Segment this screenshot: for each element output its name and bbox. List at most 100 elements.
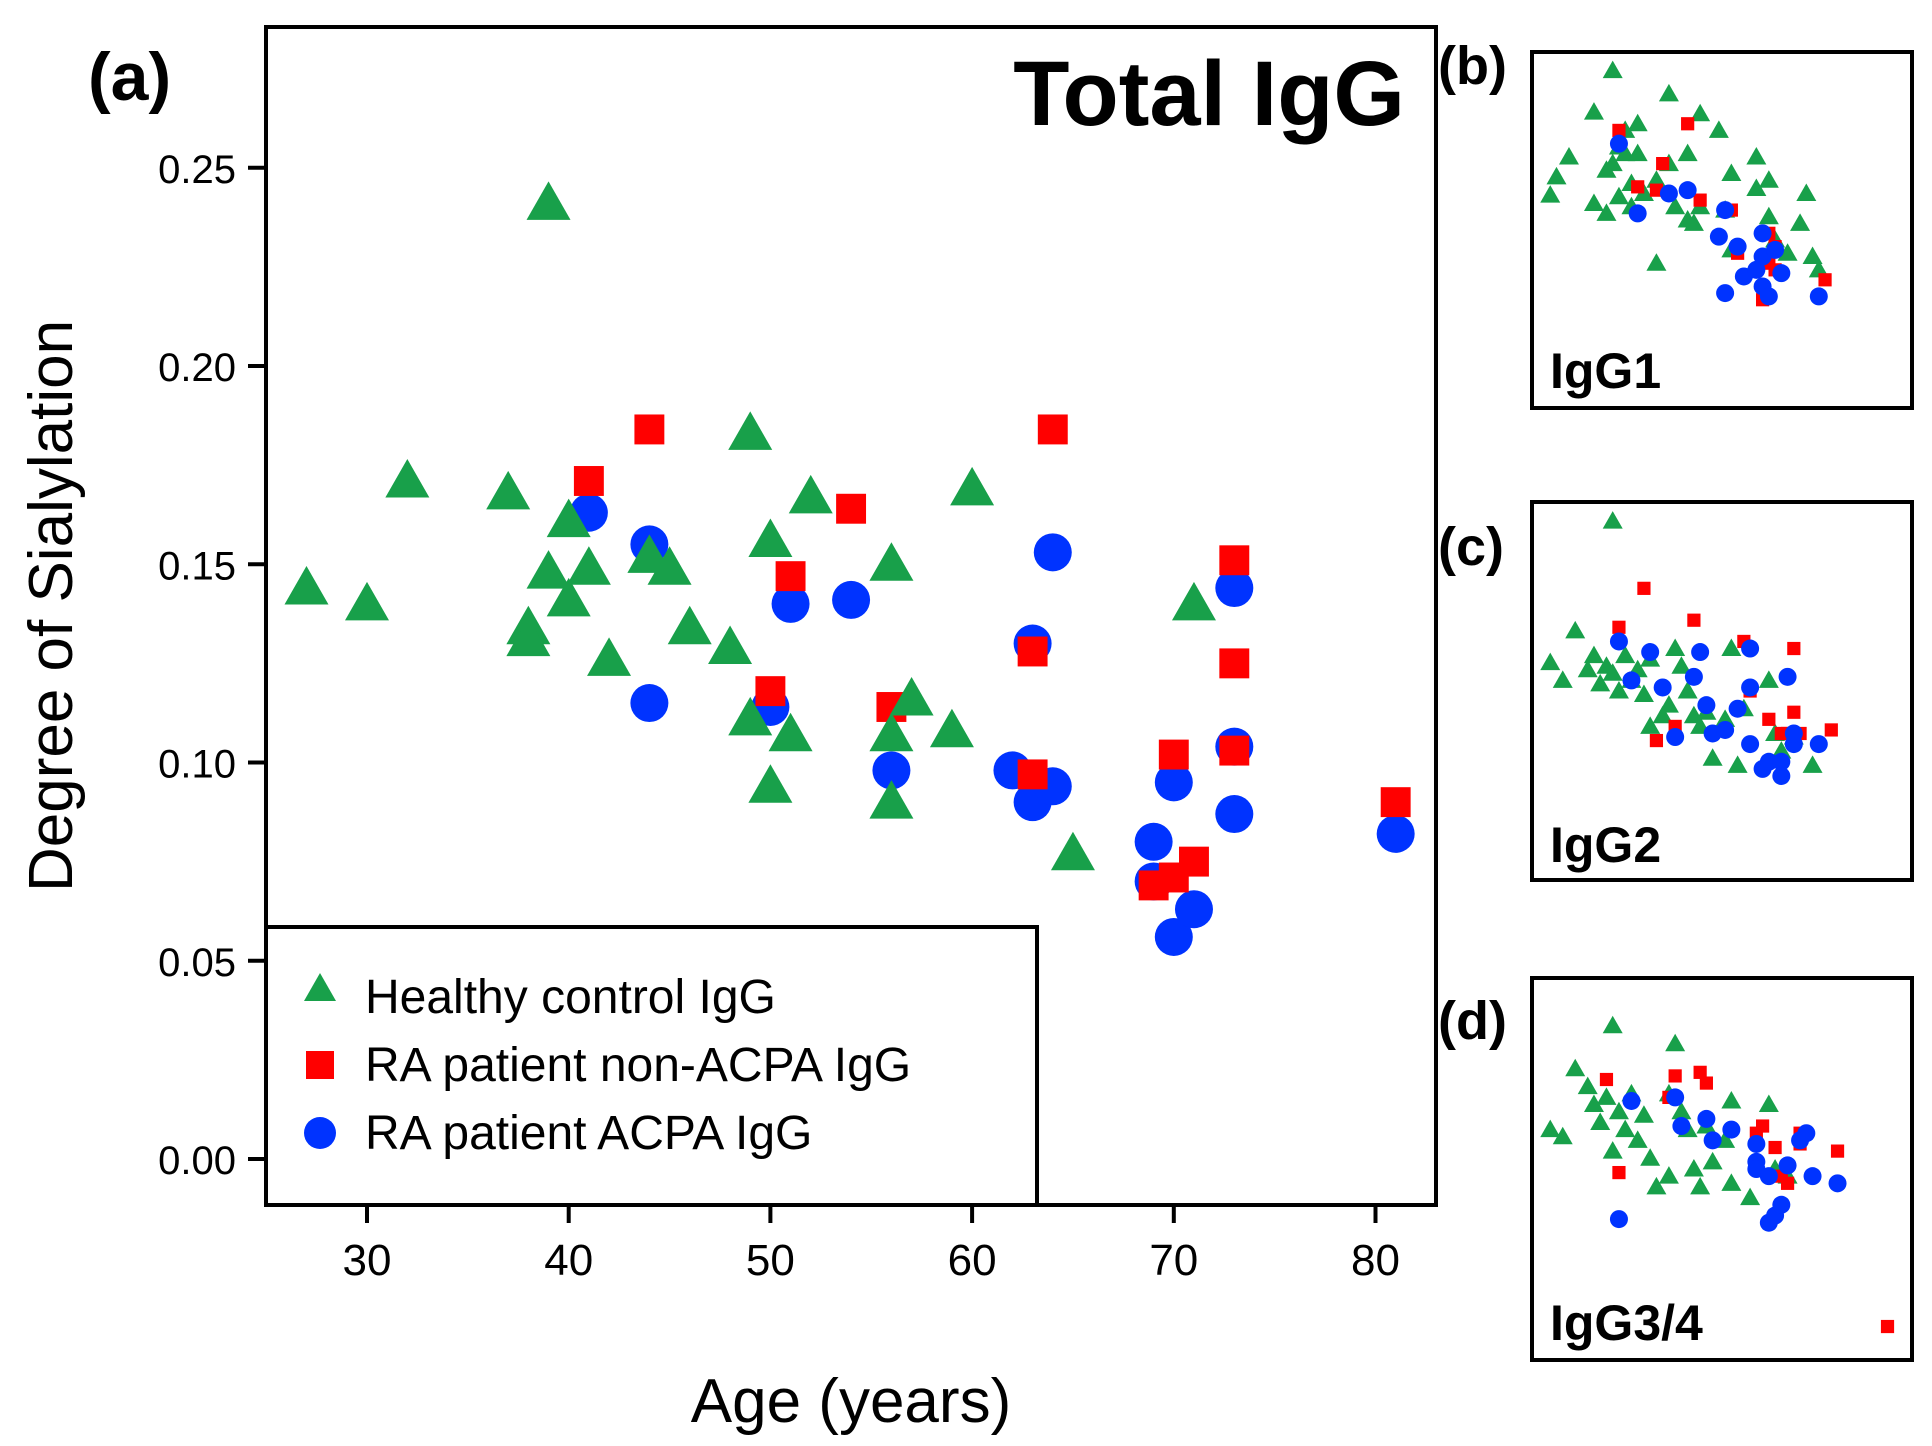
point-acpa [1778, 667, 1797, 686]
point-healthy [1771, 741, 1792, 759]
point-non-acpa [1612, 620, 1626, 634]
point-healthy [1746, 178, 1767, 196]
point-non-acpa [1612, 123, 1626, 137]
point-non-acpa [1787, 705, 1801, 719]
point-healthy [1596, 1087, 1617, 1105]
point-healthy [1633, 684, 1654, 703]
point-healthy [1627, 1130, 1648, 1148]
point-healthy [1665, 196, 1686, 215]
y-axis-label: Degree of Sialylation [17, 320, 86, 892]
point-healthy [1646, 253, 1667, 271]
point-healthy [950, 466, 995, 506]
x-tick-label: 50 [746, 1236, 795, 1285]
point-non-acpa [1668, 1069, 1682, 1083]
y-tick-label: 0.15 [158, 544, 236, 588]
point-healthy [1583, 1094, 1604, 1113]
point-acpa [1678, 181, 1697, 200]
point-non-acpa [1880, 1319, 1895, 1334]
point-acpa [1376, 814, 1415, 853]
panel-d-frame [1530, 976, 1914, 1362]
point-healthy [1577, 659, 1598, 678]
panel-c-label: IgG2 [1550, 817, 1661, 873]
point-healthy [1615, 645, 1636, 664]
point-healthy [1565, 620, 1586, 639]
point-healthy [1646, 170, 1667, 188]
point-acpa [1809, 735, 1828, 754]
main-title: Total IgG [1013, 43, 1405, 145]
point-healthy [1796, 183, 1817, 201]
point-healthy [869, 780, 914, 819]
point-healthy [1558, 146, 1579, 165]
y-tick-label: 0.00 [158, 1139, 236, 1183]
point-non-acpa [1768, 1140, 1782, 1155]
point-non-acpa [1649, 183, 1664, 197]
legend-entry-acpa: RA patient ACPA IgG [365, 1107, 812, 1160]
y-tick-label: 0.25 [158, 148, 236, 192]
point-acpa [1609, 632, 1628, 651]
point-non-acpa [755, 676, 786, 707]
point-healthy [929, 708, 974, 748]
point-healthy [1721, 1090, 1742, 1109]
panel-b-data-points [1540, 60, 1832, 307]
legend-marker-healthy [304, 973, 336, 1001]
point-non-acpa [1631, 180, 1645, 194]
point-acpa [1174, 890, 1213, 929]
point-non-acpa [1219, 735, 1250, 766]
point-non-acpa [1787, 641, 1801, 656]
point-acpa [1728, 237, 1747, 256]
point-healthy [1802, 246, 1823, 265]
point-healthy [1583, 102, 1604, 120]
point-healthy [1671, 1101, 1692, 1120]
point-healthy [486, 470, 531, 510]
point-healthy [546, 498, 591, 538]
point-healthy [1677, 681, 1698, 699]
point-non-acpa [573, 466, 604, 496]
point-non-acpa [775, 561, 806, 592]
point-non-acpa [1037, 414, 1068, 445]
point-healthy [1577, 1076, 1598, 1095]
point-healthy [1608, 186, 1629, 205]
point-healthy [1721, 163, 1742, 182]
point-acpa [1215, 795, 1254, 834]
panel-c-data-points [1540, 511, 1838, 785]
point-healthy [748, 518, 793, 557]
point-healthy [708, 625, 753, 665]
x-axis-label: Age (years) [691, 1367, 1011, 1436]
y-tick-label: 0.20 [158, 346, 236, 390]
point-healthy [1758, 670, 1779, 688]
point-non-acpa [1780, 1176, 1795, 1190]
point-healthy [768, 712, 813, 752]
point-healthy [506, 617, 551, 657]
point-healthy [1683, 1159, 1704, 1177]
point-healthy [1602, 511, 1623, 529]
point-healthy [1758, 1094, 1779, 1113]
point-non-acpa [634, 414, 665, 445]
point-healthy [1658, 83, 1679, 102]
point-acpa [1666, 728, 1685, 747]
point-healthy [1683, 213, 1704, 231]
point-acpa [1659, 184, 1678, 203]
point-acpa [1741, 678, 1760, 697]
point-healthy [1540, 1119, 1561, 1138]
point-healthy [1758, 170, 1779, 188]
point-healthy [647, 546, 692, 585]
point-non-acpa [1687, 613, 1701, 627]
panel-b-frame [1530, 50, 1914, 410]
point-acpa [1622, 671, 1641, 690]
point-healthy [1596, 203, 1617, 221]
legend-entry-healthy: Healthy control IgG [365, 971, 776, 1024]
panel-b-label: IgG1 [1550, 343, 1661, 399]
point-acpa [1772, 766, 1791, 785]
x-tick-label: 40 [544, 1236, 593, 1285]
panel-a: (a) Total IgG 0.00 0.05 0.10 0.15 0.20 0.25 3… [17, 25, 1438, 1436]
point-acpa [1716, 201, 1735, 220]
point-non-acpa [1649, 733, 1664, 748]
y-tick-label: 0.10 [158, 743, 236, 787]
panel-d: (d) IgG3/4 [1438, 976, 1914, 1362]
point-healthy [1640, 716, 1661, 734]
point-healthy [566, 546, 611, 585]
point-acpa [1747, 1134, 1766, 1153]
point-healthy [1583, 193, 1604, 211]
point-acpa [1609, 1210, 1628, 1229]
